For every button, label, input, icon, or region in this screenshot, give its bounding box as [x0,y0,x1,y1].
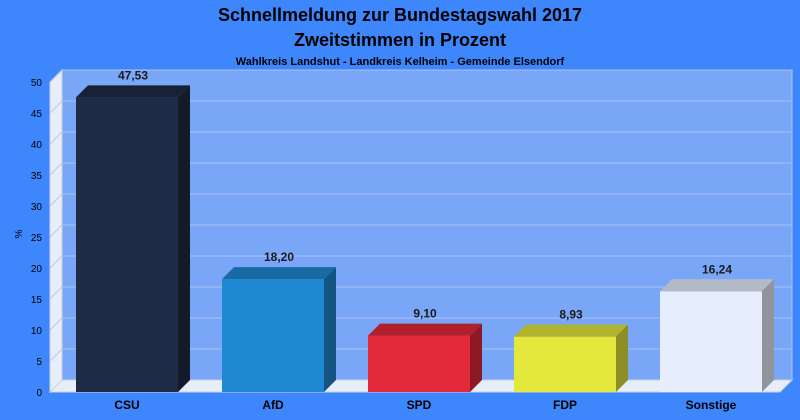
bar-value-label: 8,93 [559,308,583,322]
bar [660,291,762,392]
gridline-side [49,69,63,83]
bar-top [368,323,482,336]
x-tick-label: Sonstige [686,398,737,412]
bar-side [616,324,628,392]
bar-top [660,279,774,292]
y-tick-label: 35 [31,171,43,182]
gridline-side [49,131,63,145]
chart-subtitle: Wahlkreis Landshut - Landkreis Kelheim -… [236,56,565,68]
y-tick-label: 50 [31,78,43,89]
bar [76,97,178,393]
bar-top [76,85,190,98]
chart-title: Schnellmeldung zur Bundestagswahl 2017 [218,5,582,25]
bar-value-label: 9,10 [413,307,437,321]
gridline-side [49,255,63,269]
x-tick-label: SPD [407,398,432,412]
bar-value-label: 18,20 [264,250,294,264]
y-tick-label: 25 [31,233,43,244]
x-tick-label: CSU [114,398,139,412]
bar [514,336,616,392]
x-tick-label: FDP [553,398,577,412]
gridline-side [49,100,63,114]
gridline-side [49,286,63,300]
bar [368,335,470,392]
x-tick-label: AfD [262,398,284,412]
bar-side [762,279,774,392]
y-tick-label: 0 [36,388,42,399]
y-tick-label: 30 [31,202,43,213]
y-tick-label: 10 [31,326,43,337]
gridline-side [49,193,63,207]
bar-top [514,324,628,337]
bar-side [324,267,336,392]
chart-title-line2: Zweitstimmen in Prozent [294,30,506,50]
y-tick-label: 40 [31,140,43,151]
y-tick-label: 15 [31,295,43,306]
y-tick-label: 20 [31,264,43,275]
bar-side [178,85,190,393]
plot-area: 0 5 10 15 20 25 30 35 40 45 50 47,53 CSU 18,20 AfD 9,10… [31,68,794,412]
bar-side [470,323,482,392]
y-tick-label: 45 [31,109,43,120]
bar [222,279,324,392]
gridline-side [49,317,63,331]
bar-value-label: 16,24 [702,262,732,276]
y-axis-label: % [14,229,25,238]
bar-top [222,267,336,280]
gridline-side [49,162,63,176]
bar-value-label: 47,53 [118,68,148,82]
gridline-side [49,348,63,362]
y-tick-label: 5 [36,357,42,368]
gridline-side [49,224,63,238]
